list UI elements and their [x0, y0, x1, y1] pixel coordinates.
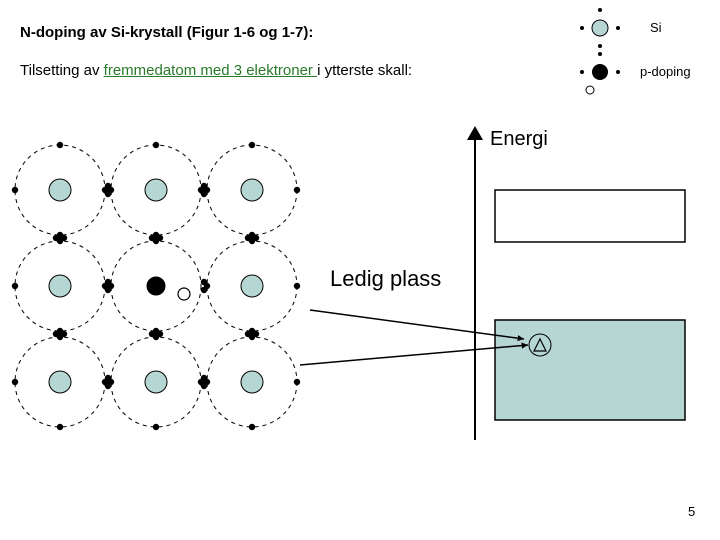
legend-dopant-atom — [592, 64, 608, 80]
bond-electron — [105, 191, 111, 197]
bond-electron — [105, 183, 111, 189]
bond-electron — [105, 375, 111, 381]
legend-hole — [586, 86, 594, 94]
bond-electron — [201, 383, 207, 389]
bond-electron — [201, 183, 207, 189]
bond-electron — [105, 279, 111, 285]
bond-electron — [201, 375, 207, 381]
legend-electron — [580, 26, 584, 30]
si-atom — [241, 371, 263, 393]
bond-electron — [53, 235, 59, 241]
bond-electron — [245, 331, 251, 337]
electron — [153, 424, 159, 430]
electron — [57, 142, 63, 148]
electron — [153, 142, 159, 148]
si-atom — [145, 179, 167, 201]
bond-electron — [157, 331, 163, 337]
conduction-band-box — [495, 190, 685, 242]
bond-electron — [105, 287, 111, 293]
bond-electron — [105, 383, 111, 389]
electron — [294, 283, 300, 289]
pointer-arrow-2 — [310, 310, 524, 339]
si-atom — [241, 179, 263, 201]
bond-electron — [253, 331, 259, 337]
bond-electron — [253, 235, 259, 241]
legend-electron — [580, 70, 584, 74]
legend-electron — [616, 70, 620, 74]
electron — [249, 142, 255, 148]
electron — [294, 187, 300, 193]
si-atom — [49, 275, 71, 297]
legend-electron — [598, 8, 602, 12]
bond-electron — [201, 287, 207, 293]
electron — [12, 187, 18, 193]
electron — [12, 379, 18, 385]
electron — [294, 379, 300, 385]
axis-arrowhead — [467, 126, 483, 140]
valence-band-box — [495, 320, 685, 420]
bond-electron — [201, 191, 207, 197]
bond-electron — [149, 235, 155, 241]
bond-electron — [53, 331, 59, 337]
bond-electron — [201, 279, 207, 285]
bond-electron — [61, 331, 67, 337]
si-atom — [49, 179, 71, 201]
legend-electron — [598, 52, 602, 56]
legend-electron — [616, 26, 620, 30]
electron — [12, 283, 18, 289]
si-atom — [49, 371, 71, 393]
diagram-canvas — [0, 0, 720, 540]
electron — [249, 424, 255, 430]
pointer-arrow-1 — [300, 345, 528, 365]
electron — [57, 424, 63, 430]
bond-electron — [245, 235, 251, 241]
bond-electron — [149, 331, 155, 337]
legend-si-atom — [592, 20, 608, 36]
legend-electron — [598, 44, 602, 48]
dopant-atom — [147, 277, 165, 295]
si-atom — [145, 371, 167, 393]
si-atom — [241, 275, 263, 297]
bond-electron — [61, 235, 67, 241]
bond-electron — [157, 235, 163, 241]
hole-circle — [178, 288, 190, 300]
